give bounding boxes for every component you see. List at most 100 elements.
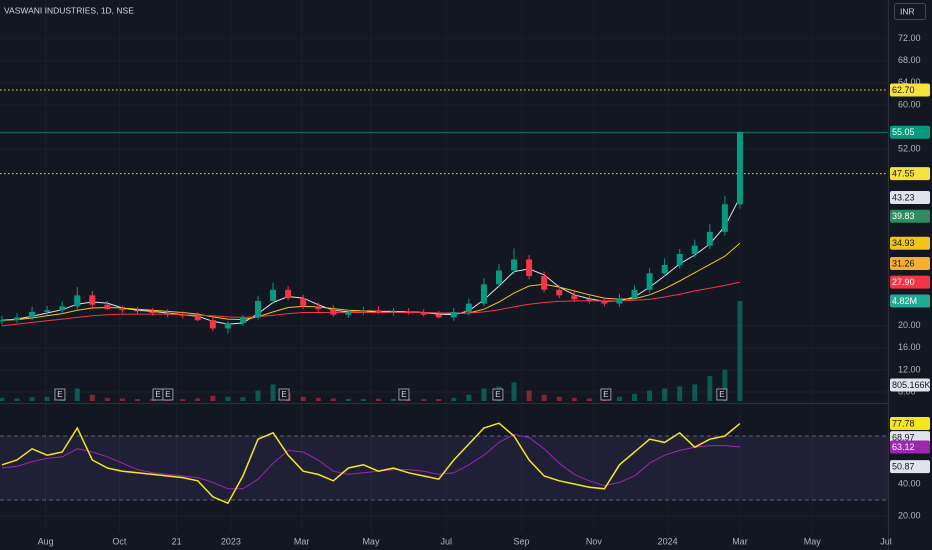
y-tick-label: 68.00	[898, 55, 921, 65]
candle-body	[119, 309, 126, 311]
candle-body	[345, 311, 352, 315]
candle-body	[44, 310, 51, 312]
x-tick-label: Mar	[732, 536, 748, 546]
y-tick-label: 60.00	[898, 99, 921, 109]
earnings-label: E	[281, 390, 286, 399]
candle-body	[149, 311, 156, 314]
volume-bar	[451, 397, 457, 401]
price-tag: 27.90	[892, 277, 915, 287]
volume-bar	[44, 396, 50, 401]
volume-bar	[29, 397, 35, 401]
candle-body	[676, 253, 683, 265]
candle-body	[390, 311, 397, 313]
candle-body	[330, 309, 337, 315]
candle-body	[721, 204, 728, 232]
y-tick-label: 72.00	[898, 33, 921, 43]
earnings-label: E	[719, 390, 724, 399]
candle-body	[691, 245, 698, 254]
candle-body	[375, 310, 382, 313]
earnings-marker	[398, 388, 410, 401]
earnings-marker	[278, 388, 290, 401]
x-tick-label: Sep	[514, 536, 530, 546]
volume-bar	[0, 397, 5, 401]
volume-bar	[150, 398, 156, 401]
volume-bar	[119, 398, 125, 401]
price-tag: 31.26	[892, 258, 915, 268]
x-tick-label: 2024	[658, 536, 678, 546]
rsi-line	[1, 422, 741, 505]
candle-body	[239, 317, 246, 323]
candle-body	[209, 320, 216, 329]
candle-body	[435, 314, 442, 318]
x-tick-label: May	[362, 536, 380, 546]
chart-title: VASWANI INDUSTRIES, 1D, NSE	[4, 5, 134, 15]
candle-body	[736, 132, 743, 205]
volume-bar	[74, 388, 80, 401]
earnings-marker	[54, 388, 66, 401]
volume-bar	[722, 369, 728, 401]
candle-body	[59, 306, 66, 311]
price-tag: 34.93	[892, 238, 915, 248]
candle-body	[134, 310, 141, 312]
candle-body	[74, 295, 81, 307]
y-tick-label: 52.00	[898, 143, 921, 153]
volume-bar	[692, 384, 698, 401]
candle-body	[480, 284, 487, 304]
volume-bar	[300, 396, 306, 401]
candle-body	[706, 231, 713, 246]
price-tag: 47.55	[892, 168, 915, 178]
volume-bar	[180, 399, 186, 401]
candle-body	[556, 289, 563, 296]
candle-body	[631, 289, 638, 299]
volume-bar	[375, 398, 381, 401]
volume-bar	[14, 398, 20, 401]
candle-body	[224, 322, 231, 329]
volume-bar	[391, 398, 397, 401]
volume-bar	[662, 388, 668, 401]
rsi-ma-line	[1, 433, 740, 490]
volume-bar	[632, 393, 638, 401]
volume-bar	[255, 390, 261, 401]
price-tag-bg	[890, 294, 930, 308]
candle-body	[541, 276, 548, 290]
volume-bar	[707, 376, 713, 401]
volume-bar	[210, 395, 216, 401]
price-tag-bg	[890, 190, 930, 204]
candle-body	[285, 289, 292, 299]
volume-bar	[360, 399, 366, 401]
volume-bar	[481, 388, 487, 401]
price-tag: 805.166K	[892, 380, 931, 390]
volume-bar	[195, 398, 201, 401]
currency[interactable]: INR	[900, 6, 915, 16]
candle-body	[450, 311, 457, 318]
candle-body	[420, 313, 427, 315]
earnings-marker	[716, 388, 728, 401]
y-tick-label: 16.00	[898, 342, 921, 352]
volume-bar	[511, 382, 517, 401]
x-tick-label: Jul	[880, 536, 892, 546]
currency-box[interactable]	[894, 3, 926, 20]
candle-body	[586, 299, 593, 301]
candle-body	[511, 259, 518, 271]
price-tag-bg	[890, 167, 930, 181]
volume-bar	[526, 390, 532, 401]
candle-body	[571, 295, 578, 300]
candle-body	[270, 289, 277, 301]
candle-body	[661, 264, 668, 274]
price-tag: 77.78	[892, 418, 915, 428]
y-tick-label: 20.00	[898, 510, 921, 520]
candle-body	[29, 311, 36, 318]
price-tag: 4.82M	[892, 296, 917, 306]
x-tick-label: Mar	[294, 536, 310, 546]
price-tag: 63.12	[892, 442, 915, 452]
price-tag-bg	[890, 378, 930, 392]
price-tag: 43.23	[892, 192, 915, 202]
candle-body	[179, 314, 186, 316]
price-tag-bg	[890, 209, 930, 223]
volume-bar	[345, 398, 351, 401]
volume-bar	[571, 397, 577, 401]
volume-bar	[240, 397, 246, 401]
